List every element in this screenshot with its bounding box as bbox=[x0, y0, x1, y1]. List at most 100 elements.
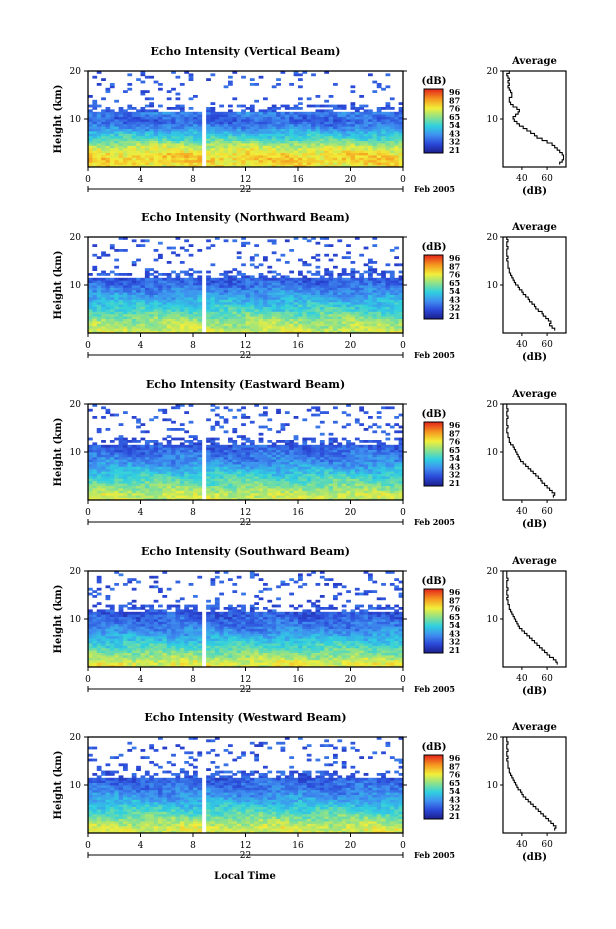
echo-cell bbox=[306, 116, 312, 120]
echo-cell bbox=[109, 476, 115, 479]
echo-cell bbox=[350, 121, 356, 125]
echo-cell bbox=[385, 102, 391, 105]
echo-cell bbox=[258, 309, 264, 312]
echo-cell bbox=[319, 155, 325, 158]
echo-cell bbox=[359, 483, 365, 486]
echo-cell bbox=[228, 292, 233, 295]
echo-cell bbox=[394, 483, 400, 486]
echo-cell bbox=[206, 280, 211, 283]
echo-cell bbox=[197, 116, 203, 120]
echo-cell bbox=[394, 152, 400, 156]
echo-cell bbox=[372, 304, 378, 307]
echo-cell bbox=[280, 468, 286, 472]
echo-cell bbox=[280, 311, 286, 315]
echo-cell bbox=[302, 261, 308, 264]
echo-cell bbox=[123, 495, 128, 498]
echo-cell bbox=[210, 133, 216, 137]
echo-cell bbox=[184, 143, 190, 146]
echo-cell bbox=[179, 155, 185, 158]
echo-cell bbox=[346, 256, 351, 259]
echo-cell bbox=[271, 483, 277, 486]
echo-cell bbox=[245, 131, 251, 134]
echo-cell bbox=[105, 464, 111, 467]
echo-cell bbox=[302, 285, 308, 288]
echo-cell bbox=[214, 480, 220, 484]
echo-cell bbox=[337, 145, 343, 149]
echo-cell bbox=[149, 123, 155, 127]
echo-cell bbox=[315, 321, 321, 324]
echo-cell bbox=[341, 488, 347, 491]
echo-cell bbox=[311, 480, 316, 484]
echo-cell bbox=[315, 459, 321, 462]
echo-cell bbox=[359, 304, 365, 307]
echo-cell bbox=[372, 152, 378, 156]
echo-cell bbox=[219, 114, 225, 117]
echo-cell bbox=[153, 330, 159, 334]
echo-cell bbox=[153, 140, 159, 144]
echo-cell bbox=[175, 135, 181, 139]
echo-cell bbox=[258, 155, 264, 158]
echo-cell bbox=[333, 294, 338, 298]
echo-cell bbox=[254, 480, 260, 484]
echo-cell bbox=[232, 277, 238, 281]
echo-cell bbox=[236, 468, 242, 472]
echo-cell bbox=[306, 119, 312, 122]
echo-cell bbox=[223, 114, 229, 117]
echo-cell bbox=[359, 289, 365, 293]
echo-cell bbox=[109, 289, 115, 293]
echo-cell bbox=[258, 138, 264, 141]
echo-cell bbox=[263, 495, 268, 498]
echo-cell bbox=[385, 318, 391, 322]
echo-cell bbox=[131, 143, 137, 146]
echo-cell bbox=[197, 289, 203, 293]
echo-cell bbox=[298, 280, 303, 283]
echo-cell bbox=[96, 289, 102, 293]
echo-cell bbox=[88, 143, 93, 146]
echo-cell bbox=[267, 285, 273, 288]
echo-cell bbox=[315, 466, 321, 470]
echo-cell bbox=[127, 311, 133, 315]
echo-cell bbox=[372, 311, 378, 315]
echo-cell bbox=[236, 270, 242, 274]
echo-cell bbox=[267, 280, 273, 283]
echo-cell bbox=[346, 316, 351, 319]
echo-cell bbox=[96, 114, 102, 117]
echo-cell bbox=[123, 313, 128, 317]
echo-cell bbox=[193, 157, 198, 161]
echo-cell bbox=[162, 476, 168, 479]
echo-cell bbox=[188, 483, 194, 486]
echo-cell bbox=[289, 323, 295, 327]
echo-cell bbox=[311, 318, 316, 322]
echo-cell bbox=[114, 155, 120, 158]
echo-cell bbox=[381, 292, 386, 295]
echo-cell bbox=[241, 285, 246, 288]
echo-cell bbox=[171, 485, 176, 489]
echo-cell bbox=[175, 471, 181, 474]
echo-cell bbox=[158, 285, 163, 288]
echo-cell bbox=[127, 159, 133, 163]
echo-cell bbox=[311, 313, 316, 317]
echo-cell bbox=[236, 330, 242, 334]
echo-cell bbox=[105, 461, 111, 465]
echo-cell bbox=[184, 461, 190, 465]
echo-cell bbox=[363, 304, 369, 307]
echo-cell bbox=[284, 325, 290, 329]
echo-cell bbox=[311, 299, 316, 303]
echo-cell bbox=[337, 480, 343, 484]
echo-cell bbox=[315, 306, 321, 310]
echo-cell bbox=[315, 135, 321, 139]
echo-cell bbox=[293, 492, 299, 496]
echo-cell bbox=[368, 114, 373, 117]
echo-cell bbox=[372, 282, 378, 286]
echo-cell bbox=[114, 294, 120, 298]
echo-cell bbox=[385, 299, 391, 303]
echo-cell bbox=[232, 152, 238, 156]
echo-cell bbox=[249, 111, 255, 115]
echo-cell bbox=[254, 464, 260, 467]
echo-cell bbox=[249, 289, 255, 293]
echo-cell bbox=[232, 121, 238, 125]
echo-cell bbox=[144, 138, 150, 141]
echo-cell bbox=[193, 464, 198, 467]
echo-cell bbox=[236, 126, 242, 129]
echo-cell bbox=[140, 297, 146, 300]
